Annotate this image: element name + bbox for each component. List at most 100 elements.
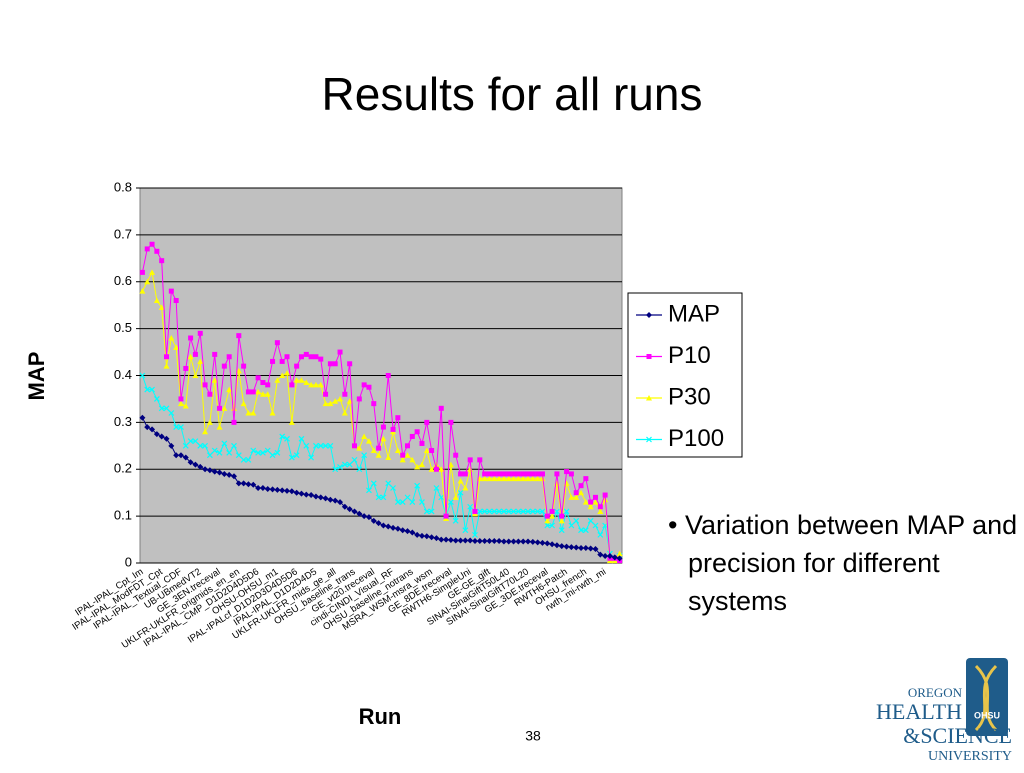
marker — [418, 532, 425, 539]
marker — [414, 429, 420, 435]
marker — [611, 554, 618, 561]
marker — [274, 340, 280, 346]
marker — [318, 356, 324, 362]
y-tick-label: 0.3 — [114, 414, 132, 429]
marker — [476, 537, 483, 544]
marker — [457, 477, 464, 484]
marker — [245, 481, 252, 488]
marker — [288, 454, 295, 461]
marker — [206, 419, 213, 425]
marker — [303, 379, 310, 386]
marker — [337, 349, 343, 355]
marker — [197, 463, 204, 470]
marker — [308, 454, 315, 461]
marker — [211, 377, 218, 383]
marker — [429, 448, 435, 453]
marker — [260, 380, 266, 386]
bullet-text: Variation between MAP and precision for … — [684, 510, 1018, 616]
marker — [559, 513, 565, 519]
marker — [423, 508, 430, 515]
marker — [163, 405, 170, 412]
marker — [259, 391, 266, 397]
marker — [535, 471, 541, 477]
marker — [173, 298, 179, 303]
marker — [370, 447, 377, 453]
marker — [486, 537, 493, 544]
marker — [361, 433, 368, 439]
marker — [573, 544, 580, 551]
marker — [240, 456, 247, 463]
marker — [409, 456, 416, 463]
marker — [153, 431, 160, 438]
marker — [404, 494, 411, 501]
marker — [568, 522, 575, 529]
logo-badge: OHSU — [974, 710, 1000, 720]
marker — [154, 248, 160, 254]
marker — [515, 538, 522, 545]
marker — [264, 447, 271, 454]
marker — [346, 398, 353, 404]
marker — [419, 499, 425, 505]
y-tick-label: 0.6 — [114, 273, 132, 288]
marker — [505, 508, 512, 515]
marker — [235, 367, 242, 374]
bullet: • Variation between MAP and precision fo… — [668, 506, 1024, 620]
marker — [553, 542, 560, 549]
marker — [337, 463, 343, 470]
marker — [443, 536, 450, 543]
marker — [197, 330, 203, 336]
marker — [250, 389, 256, 395]
marker — [424, 419, 430, 425]
marker — [414, 463, 421, 470]
marker — [525, 508, 531, 515]
marker — [578, 489, 585, 496]
marker — [192, 461, 199, 468]
marker — [298, 490, 305, 497]
marker — [187, 353, 194, 360]
marker — [539, 508, 546, 515]
marker — [646, 312, 652, 318]
marker — [279, 433, 286, 440]
marker — [323, 391, 329, 397]
marker — [235, 480, 242, 487]
y-tick-label: 0.4 — [114, 367, 132, 382]
marker — [351, 508, 358, 515]
marker — [182, 442, 189, 449]
marker — [399, 499, 406, 505]
marker — [342, 391, 348, 397]
marker — [279, 372, 286, 378]
marker — [163, 363, 170, 369]
logo-text: &SCIENCE — [903, 723, 1012, 748]
marker — [168, 410, 175, 416]
marker — [414, 531, 421, 538]
marker — [558, 527, 565, 534]
marker — [549, 513, 556, 519]
marker — [554, 471, 560, 477]
marker — [327, 361, 333, 367]
marker — [240, 400, 247, 407]
marker — [231, 442, 237, 449]
marker — [549, 541, 556, 548]
marker — [206, 452, 213, 459]
marker — [510, 508, 517, 515]
marker — [472, 508, 478, 514]
marker — [255, 485, 262, 491]
marker — [356, 466, 363, 473]
marker — [419, 440, 425, 446]
marker — [500, 508, 507, 515]
marker — [578, 545, 585, 551]
marker — [197, 358, 204, 364]
marker — [293, 452, 300, 459]
marker — [226, 354, 232, 360]
series-line — [141, 375, 620, 559]
marker — [390, 485, 396, 491]
marker — [515, 471, 521, 477]
marker — [322, 495, 329, 502]
marker — [274, 449, 281, 456]
plot: 00.10.20.30.40.50.60.70.8IPAL-IPAL_Cpt_I… — [70, 179, 623, 651]
marker — [207, 391, 213, 397]
legend-label: P100 — [668, 425, 724, 452]
logo-text: UNIVERSITY — [928, 749, 1012, 764]
marker — [597, 531, 604, 538]
